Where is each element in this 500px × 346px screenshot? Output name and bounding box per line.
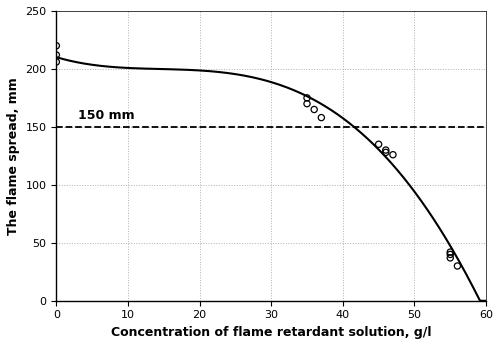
Point: [382, 149, 390, 155]
Point: [389, 152, 397, 157]
Point: [382, 147, 390, 153]
Point: [374, 142, 382, 147]
Point: [303, 101, 311, 107]
Point: [446, 249, 454, 255]
Point: [52, 59, 60, 65]
Point: [318, 115, 326, 120]
Point: [454, 263, 462, 269]
Point: [303, 95, 311, 101]
Point: [52, 52, 60, 58]
X-axis label: Concentration of flame retardant solution, g/l: Concentration of flame retardant solutio…: [111, 326, 432, 339]
Point: [446, 255, 454, 261]
Point: [310, 107, 318, 112]
Point: [52, 43, 60, 48]
Y-axis label: The flame spread, mm: The flame spread, mm: [7, 77, 20, 235]
Point: [446, 252, 454, 257]
Text: 150 mm: 150 mm: [78, 109, 134, 122]
